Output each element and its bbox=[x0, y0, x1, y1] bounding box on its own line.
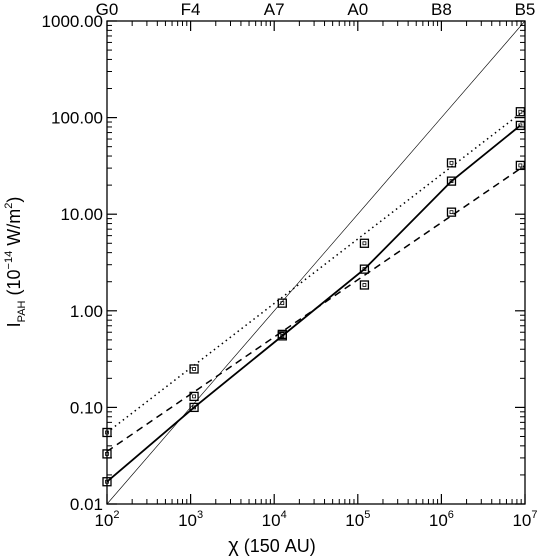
y-tick-label: 0.10 bbox=[70, 398, 103, 417]
top-tick-label: B5 bbox=[515, 0, 536, 19]
data-point-inner-dashed bbox=[362, 283, 367, 287]
data-point-inner-dotted bbox=[105, 430, 109, 435]
data-point-dashed bbox=[359, 280, 370, 290]
data-point-solid bbox=[515, 120, 526, 131]
data-point-dashed bbox=[277, 329, 287, 340]
data-point-dotted bbox=[515, 107, 526, 117]
data-point-inner-solid bbox=[362, 267, 367, 272]
data-point-dashed bbox=[446, 207, 457, 217]
x-tick-label: 104 bbox=[262, 509, 287, 530]
data-point-dotted bbox=[359, 238, 370, 248]
x-tick-label: 107 bbox=[512, 509, 537, 530]
y-tick-label: 100.00 bbox=[51, 109, 103, 128]
data-point-inner-solid bbox=[192, 405, 196, 410]
top-tick-label: F4 bbox=[181, 0, 201, 19]
x-axis-title: χ (150 AU) bbox=[228, 535, 316, 557]
data-point-dotted bbox=[189, 364, 199, 374]
data-point-dotted bbox=[446, 158, 457, 168]
data-point-solid bbox=[359, 264, 370, 274]
data-point-inner-dashed bbox=[518, 163, 523, 168]
series-lines-group bbox=[106, 109, 526, 483]
series-line-dashed bbox=[106, 164, 526, 453]
data-point-inner-dashed bbox=[280, 332, 285, 337]
top-tick-label: B8 bbox=[431, 0, 452, 19]
data-point-inner-dashed bbox=[449, 210, 454, 215]
data-point-solid bbox=[189, 402, 199, 413]
data-point-solid bbox=[102, 477, 112, 487]
data-point-dashed bbox=[515, 160, 526, 171]
data-point-inner-solid bbox=[105, 479, 109, 484]
x-tick-label: 103 bbox=[178, 509, 203, 530]
x-tick-label: 102 bbox=[94, 509, 119, 530]
y-tick-label: 1.00 bbox=[70, 302, 103, 321]
data-point-dotted bbox=[277, 298, 287, 308]
y-tick-label: 10.00 bbox=[60, 205, 103, 224]
top-tick-label: G0 bbox=[96, 0, 119, 19]
data-point-inner-dotted bbox=[192, 367, 196, 371]
series-line-solid bbox=[106, 124, 521, 483]
x-tick-label: 105 bbox=[345, 509, 370, 530]
top-tick-label: A7 bbox=[264, 0, 285, 19]
data-point-solid bbox=[446, 176, 457, 186]
data-point-inner-solid bbox=[518, 123, 523, 128]
x-tick-label: 106 bbox=[429, 509, 454, 530]
data-point-dashed bbox=[102, 449, 112, 459]
tick-labels-group: 102 103 104 105 106 107 G0 F4 A7 A0 B8 B5 0.01 0.10 1.… bbox=[42, 0, 538, 530]
data-point-inner-dashed bbox=[105, 452, 109, 456]
y-tick-label: 1000.00 bbox=[42, 12, 103, 31]
reference-line bbox=[106, 20, 526, 505]
data-point-inner-dotted bbox=[449, 160, 454, 165]
top-tick-label: A0 bbox=[347, 0, 368, 19]
y-tick-label: 0.01 bbox=[70, 495, 103, 514]
data-point-dotted bbox=[102, 427, 112, 438]
plot-frame bbox=[106, 20, 526, 505]
axis-ticks bbox=[106, 20, 526, 505]
y-axis-title: IPAH (10−14 W/m2) bbox=[3, 197, 28, 328]
data-markers-group bbox=[102, 107, 526, 487]
data-point-dashed bbox=[189, 391, 199, 402]
data-point-inner-dashed bbox=[192, 394, 196, 399]
series-line-dotted bbox=[106, 109, 526, 434]
reference-line-group bbox=[106, 20, 526, 505]
data-point-inner-dotted bbox=[280, 301, 285, 306]
data-point-inner-dotted bbox=[518, 109, 523, 114]
data-point-inner-solid bbox=[449, 179, 454, 184]
data-point-inner-dotted bbox=[362, 241, 367, 246]
